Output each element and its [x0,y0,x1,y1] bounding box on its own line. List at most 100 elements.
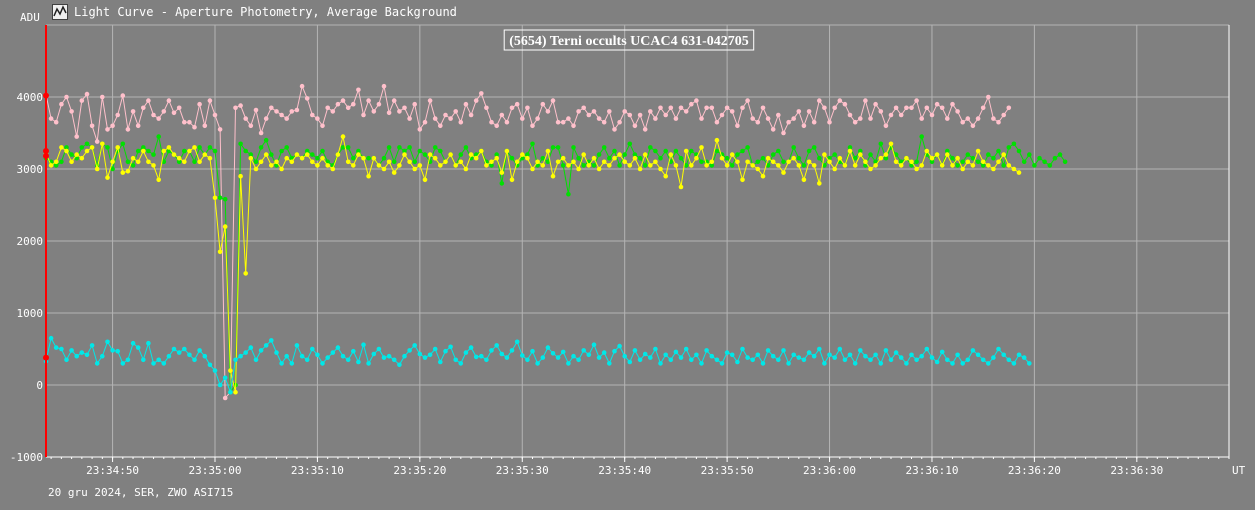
data-point [878,109,884,114]
data-point [171,346,177,352]
data-point [161,109,167,114]
data-point [151,152,156,157]
data-point [217,382,223,388]
data-point [105,127,110,132]
data-point [904,361,909,366]
data-point [581,163,586,168]
data-point [612,348,617,354]
data-point [105,339,110,345]
data-point [653,159,658,165]
data-point [648,109,653,114]
data-point [248,345,254,350]
data-point [187,352,192,358]
data-point [535,116,540,121]
data-point [827,352,832,358]
data-point [530,123,535,129]
data-point [960,159,965,165]
data-point [939,349,945,355]
data-point [980,163,986,168]
data-point [970,348,976,353]
chart-title-box: (5654) Terni occults UCAC4 631-042705 [503,29,755,51]
data-point [770,127,776,132]
data-point [991,116,996,121]
data-point [351,348,356,354]
data-point [125,127,131,132]
data-point [1001,163,1006,168]
data-point [847,112,853,118]
data-point [863,353,868,359]
chart-grid [46,24,1229,458]
data-point [822,163,827,168]
data-point [166,353,172,359]
data-point [678,184,684,190]
data-point [1016,170,1022,175]
data-point [391,170,397,175]
data-point [714,119,720,125]
data-point [100,141,105,147]
data-point [663,173,668,179]
data-point [489,163,494,168]
data-point [74,134,79,139]
data-point [683,148,689,154]
data-point [683,109,689,114]
data-point [120,141,126,147]
data-point [601,145,607,150]
data-point [883,348,889,353]
data-point [361,342,366,348]
data-point [740,148,745,154]
data-point [269,105,274,111]
data-point [740,105,745,111]
data-point [79,98,85,103]
data-point [484,163,489,168]
data-point [284,145,290,150]
data-point [263,152,269,157]
data-point [832,105,837,111]
data-point [120,361,126,366]
data-point [427,352,433,358]
data-point [473,354,479,360]
data-point [704,105,709,111]
data-point [1037,155,1042,161]
data-point [463,145,469,150]
data-point [422,355,428,360]
y-axis-label: ADU [20,11,40,24]
data-point [724,105,730,111]
data-point [94,139,100,144]
data-point [156,134,161,139]
data-point [663,352,668,358]
data-point [494,343,500,348]
data-point [883,155,889,161]
data-point [750,116,755,121]
data-point [929,159,935,165]
data-point [335,152,341,157]
data-point [996,148,1001,154]
data-point [719,155,725,161]
y-tick-label: 3000 [17,163,44,176]
data-point [648,163,653,168]
data-point [79,350,85,355]
data-point [919,353,924,359]
data-point [745,98,750,103]
data-point [904,155,909,161]
data-point [520,353,525,358]
data-point [402,148,407,154]
data-point [473,98,479,103]
x-tick-label: 23:36:20 [1008,464,1061,477]
data-point [627,112,633,118]
data-point [53,119,59,125]
data-point [1052,155,1058,161]
data-point [914,166,919,172]
data-point [417,148,423,154]
data-point [94,166,100,172]
data-point [284,353,290,359]
data-point [330,109,336,114]
data-point [745,355,750,360]
data-point [837,98,843,103]
data-point [284,116,290,121]
data-point [448,116,453,121]
data-point [960,361,965,366]
data-point [658,155,663,161]
data-point [366,98,371,103]
data-point [238,141,243,147]
data-point [269,163,274,168]
